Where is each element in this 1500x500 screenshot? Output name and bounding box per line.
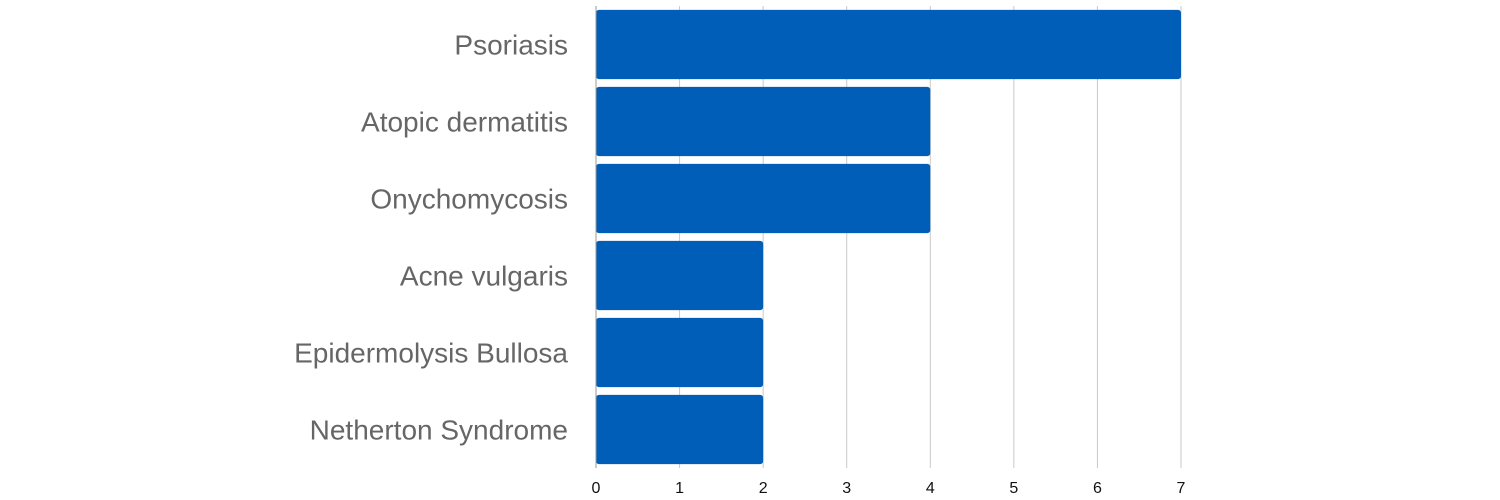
x-tick-label: 6 bbox=[1093, 480, 1102, 497]
bar-onychomycosis bbox=[596, 163, 931, 234]
grid-lines bbox=[679, 6, 1182, 468]
x-tick-label: 2 bbox=[759, 480, 768, 497]
x-tick-label: 5 bbox=[1009, 480, 1018, 497]
category-label: Netherton Syndrome bbox=[310, 415, 568, 446]
bar-netherton-syndrome bbox=[596, 394, 764, 465]
x-tick-label: 4 bbox=[926, 480, 935, 497]
bars bbox=[596, 9, 1181, 465]
bar-atopic-dermatitis bbox=[596, 86, 931, 157]
category-label: Atopic dermatitis bbox=[361, 107, 568, 138]
x-tick-label: 7 bbox=[1177, 480, 1186, 497]
category-labels: Psoriasis Atopic dermatitis Onychomycosis A… bbox=[294, 30, 568, 446]
x-tick-label: 1 bbox=[675, 480, 684, 497]
category-label: Onychomycosis bbox=[370, 184, 568, 215]
bar-psoriasis bbox=[596, 9, 1181, 80]
category-label: Acne vulgaris bbox=[400, 261, 568, 292]
category-label: Psoriasis bbox=[454, 30, 568, 61]
x-tick-label: 0 bbox=[592, 480, 601, 497]
bar-acne-vulgaris bbox=[596, 240, 764, 311]
tick-labels: 0 1 2 3 4 5 6 7 bbox=[592, 480, 1186, 497]
category-label: Epidermolysis Bullosa bbox=[294, 338, 568, 369]
bar-epidermolysis-bullosa bbox=[596, 317, 764, 388]
x-tick-label: 3 bbox=[842, 480, 851, 497]
